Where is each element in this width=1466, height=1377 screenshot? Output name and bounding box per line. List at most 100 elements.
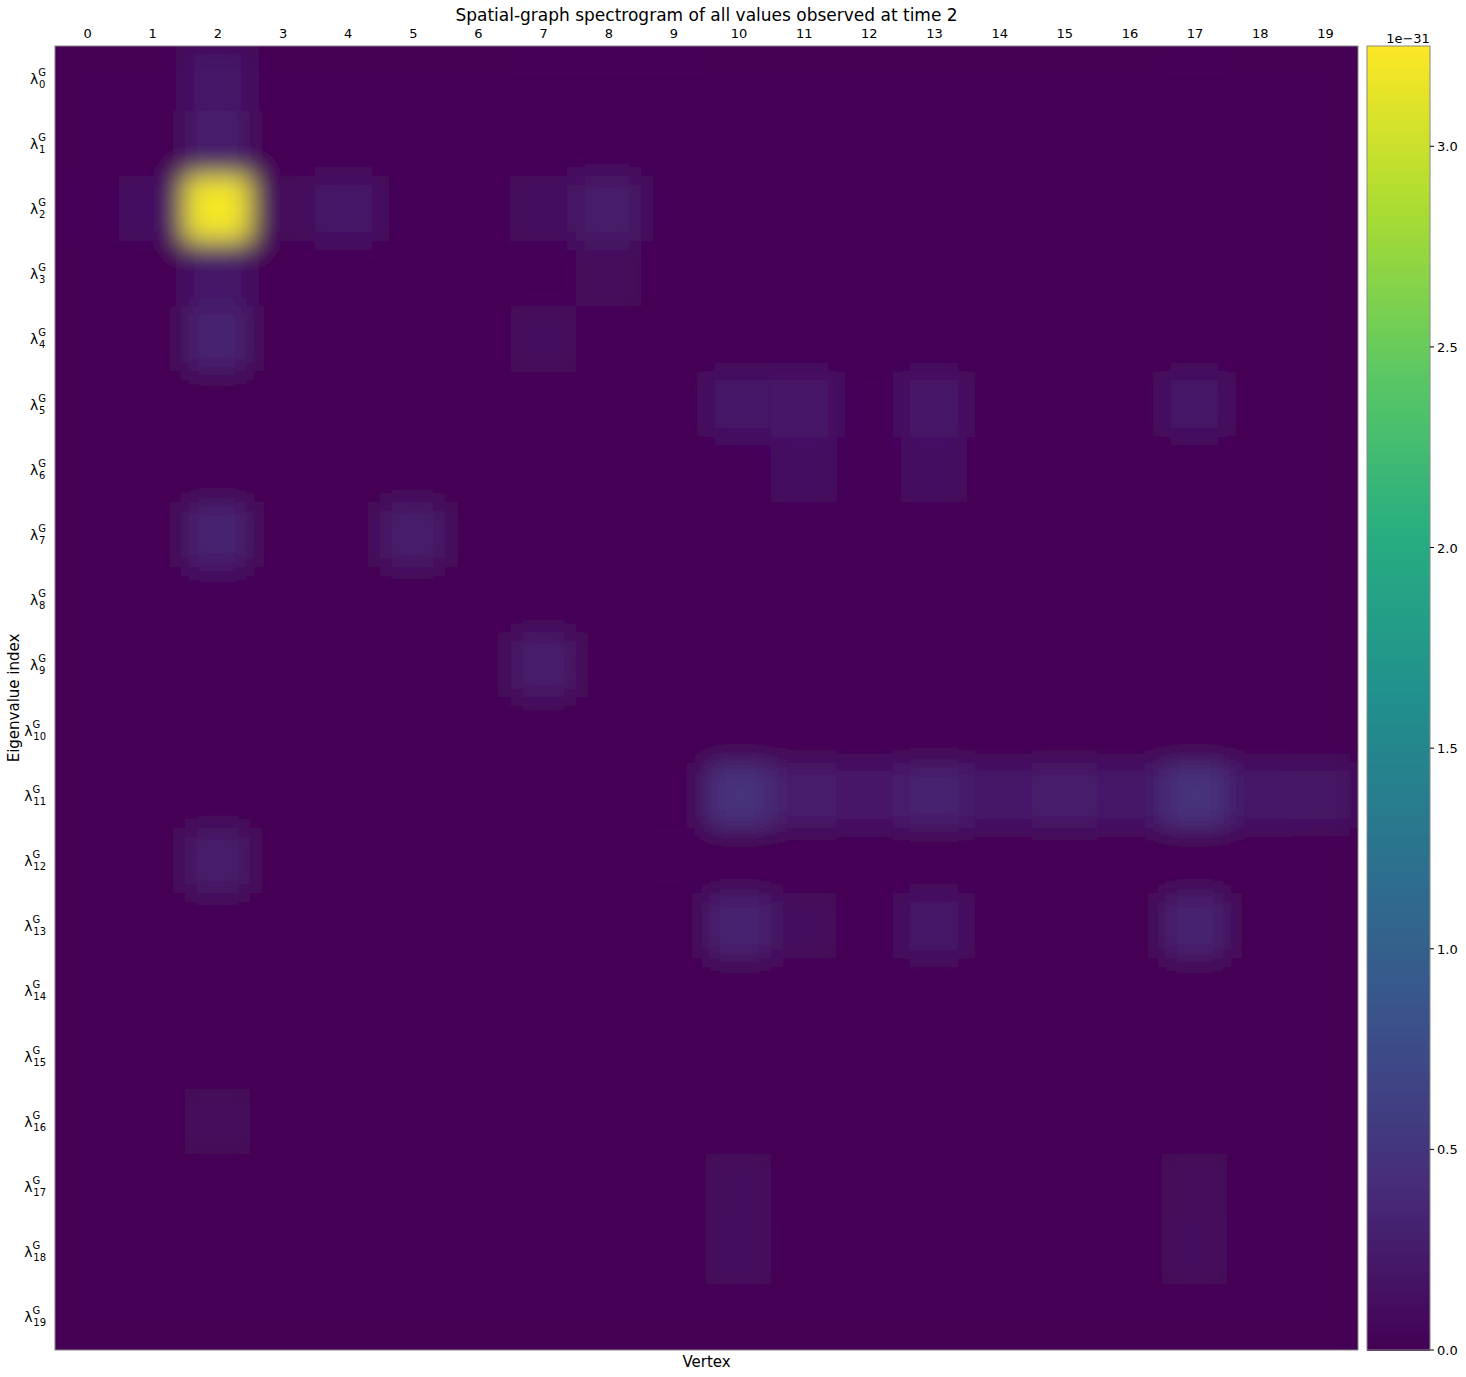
heatmap-cell [771,632,837,698]
heatmap-cell [641,698,707,764]
heatmap-cell [1032,567,1098,633]
heatmap-cell [576,1219,642,1285]
heatmap-cell [511,1024,577,1090]
colorbar-segment [1367,379,1430,387]
heatmap-cell [315,828,381,894]
heatmap-cell [1032,372,1098,438]
y-tick-label: λG10 [24,719,46,742]
colorbar-segment [1367,1317,1430,1325]
heatmap-cell [120,567,186,633]
heatmap-cell [380,111,446,177]
colorbar-segment [1367,359,1430,367]
colorbar-segment [1367,170,1430,178]
heatmap-cell [1292,176,1358,242]
heatmap-cell [901,372,967,438]
heatmap-cell [1227,306,1293,372]
colorbar-segment [1367,424,1430,432]
heatmap-cell [836,1089,902,1155]
heatmap-cell [1227,763,1293,829]
heatmap-cell [576,763,642,829]
heatmap-cell [250,1089,316,1155]
heatmap-cell [1032,1089,1098,1155]
heatmap-cell [445,111,511,177]
heatmap-cell [1292,698,1358,764]
heatmap-cell [1292,46,1358,112]
colorbar-segment [1367,1024,1430,1032]
heatmap-cell [1292,828,1358,894]
heatmap-cell [771,111,837,177]
heatmap-cell [55,698,121,764]
colorbar-segment [1367,568,1430,576]
heatmap-cell [1227,828,1293,894]
heatmap-cell [445,958,511,1024]
heatmap-cell [771,567,837,633]
heatmap-cell [576,241,642,307]
colorbar-segment [1367,685,1430,693]
colorbar-segment [1367,933,1430,941]
heatmap-cell [1227,1089,1293,1155]
heatmap-cell [576,828,642,894]
colorbar-segment [1367,105,1430,113]
heatmap-cell [1162,763,1228,829]
heatmap-cell [967,1219,1033,1285]
heatmap-cell [511,46,577,112]
heatmap-cell [901,437,967,503]
colorbar-segment [1367,333,1430,341]
heatmap-cell [771,958,837,1024]
y-tick-label: λG16 [24,1110,46,1133]
y-tick-label: λG18 [24,1240,46,1263]
heatmap-cell [511,241,577,307]
heatmap-cell [706,893,772,959]
colorbar-segment [1367,1337,1430,1345]
colorbar-segment [1367,841,1430,849]
colorbar-segment [1367,502,1430,510]
heatmap-cell [836,176,902,242]
heatmap-cell [1292,958,1358,1024]
colorbar-segment [1367,646,1430,654]
colorbar-segment [1367,868,1430,876]
heatmap-cell [576,372,642,438]
heatmap-cell [706,1219,772,1285]
heatmap-cell [380,46,446,112]
heatmap-cell [250,111,316,177]
heatmap-cell [771,1219,837,1285]
y-tick-label: λG0 [30,67,46,90]
heatmap-cell [445,1284,511,1350]
x-tick-label: 1 [149,26,157,41]
heatmap-cell [511,828,577,894]
heatmap-cell [706,763,772,829]
colorbar-segment [1367,639,1430,647]
heatmap-cell [1227,241,1293,307]
heatmap-cell [576,632,642,698]
colorbar-segment [1367,1148,1430,1156]
heatmap-cell [967,372,1033,438]
heatmap-cell [445,46,511,112]
heatmap-cell [1032,698,1098,764]
heatmap-cell [120,1089,186,1155]
heatmap-cell [967,306,1033,372]
colorbar-segment [1367,626,1430,634]
colorbar-segment [1367,594,1430,602]
heatmap-cell [380,1024,446,1090]
heatmap-cell [185,46,251,112]
colorbar-segment [1367,346,1430,354]
heatmap-cell [967,763,1033,829]
heatmap-cell [120,763,186,829]
colorbar-segment [1367,222,1430,230]
heatmap-cell [1292,1024,1358,1090]
colorbar-segment [1367,268,1430,276]
heatmap-cell [55,1219,121,1285]
colorbar-segment [1367,665,1430,673]
heatmap-cell [901,111,967,177]
colorbar-segment [1367,659,1430,667]
colorbar-segment [1367,1011,1430,1019]
colorbar-segment [1367,946,1430,954]
colorbar-segment [1367,313,1430,321]
colorbar-segment [1367,939,1430,947]
heatmap-cell [576,1024,642,1090]
colorbar-segment [1367,392,1430,400]
colorbar-tick-label: 1.5 [1437,741,1458,756]
heatmap-cell [250,306,316,372]
heatmap-cell [1162,372,1228,438]
colorbar-segment [1367,822,1430,830]
